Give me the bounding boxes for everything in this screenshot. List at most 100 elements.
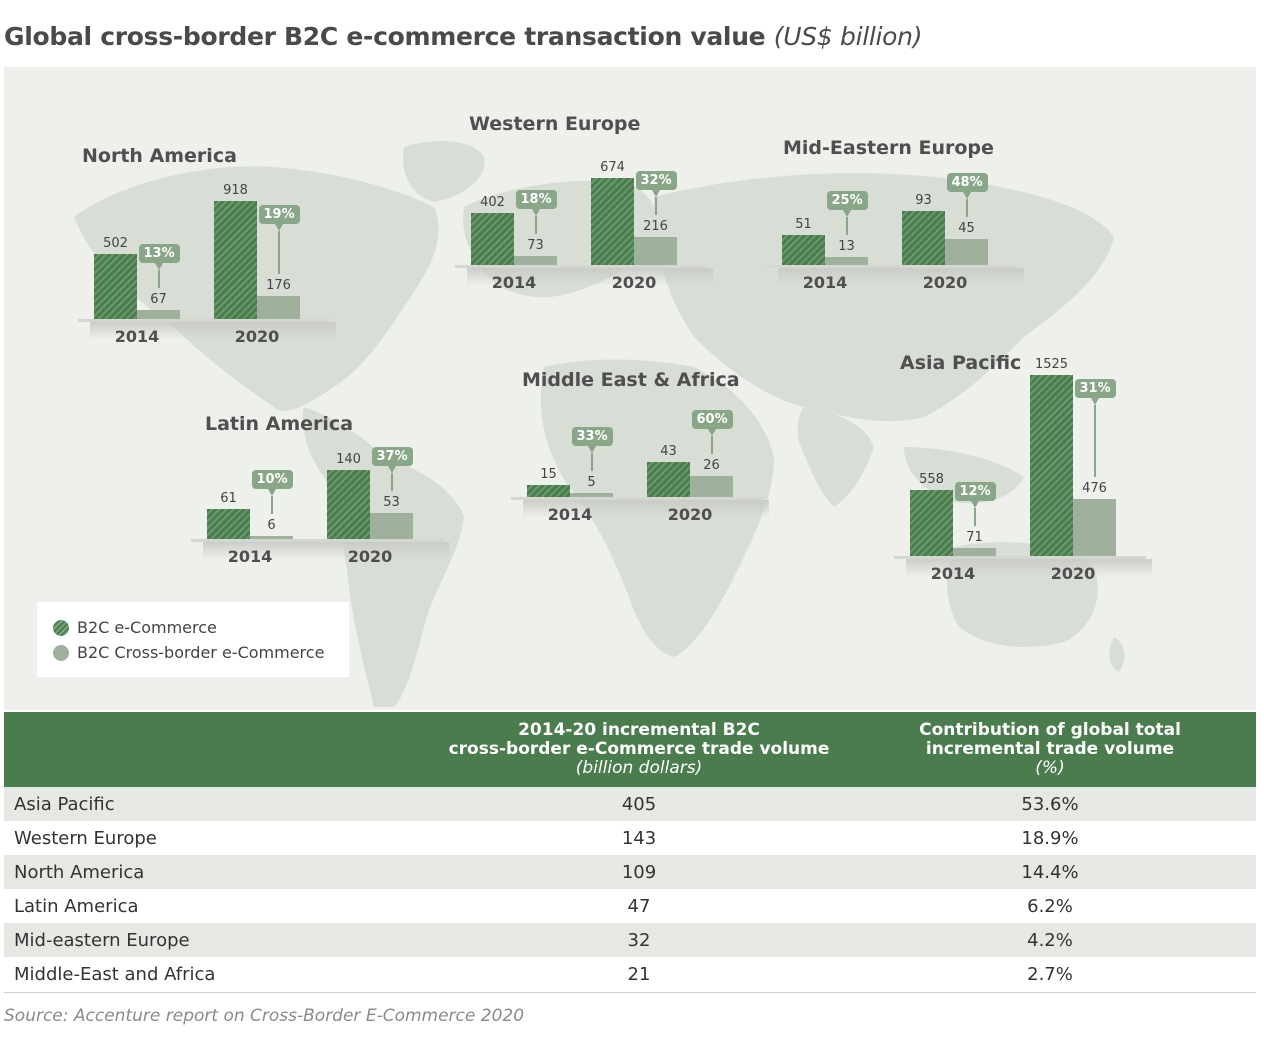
table-cell-volume: 32 (434, 923, 844, 957)
legend-swatch-cross-border (53, 645, 69, 661)
share-badge-stem-mid-eastern-europe-2020 (965, 198, 968, 217)
share-badge-north-america-2014: 13% (138, 244, 180, 271)
map-new-zealand (1109, 637, 1125, 672)
year-label-middle-east-africa-2014: 2014 (547, 505, 593, 524)
region-label-western-europe: Western Europe (469, 113, 641, 135)
year-label-asia-pacific-2020: 2020 (1050, 564, 1096, 583)
value-label-b2c-western-europe-2020: 674 (600, 160, 625, 176)
map-india (797, 407, 874, 507)
value-label-cross-border-mid-eastern-europe-2014: 13 (838, 239, 855, 255)
share-badge-north-america-2020: 19% (258, 205, 300, 232)
shelf-middle-east-africa (511, 497, 763, 500)
legend-label-b2c: B2C e-Commerce (77, 618, 217, 637)
data-table: 2014-20 incremental B2C cross-border e-C… (4, 712, 1256, 991)
value-label-cross-border-asia-pacific-2020: 476 (1082, 481, 1107, 497)
year-label-north-america-2014: 2014 (114, 327, 160, 346)
region-label-asia-pacific: Asia Pacific (900, 352, 1022, 374)
bar-cross-border-asia-pacific-2020 (1073, 499, 1116, 556)
table-cell-region: Middle-East and Africa (4, 957, 434, 991)
shelf-asia-pacific (894, 556, 1146, 559)
year-label-mid-eastern-europe-2020: 2020 (922, 273, 968, 292)
value-label-b2c-mid-eastern-europe-2014: 51 (795, 217, 812, 233)
bar-b2c-north-america-2014 (94, 254, 137, 319)
table-cell-volume: 47 (434, 889, 844, 923)
table-cell-region: Asia Pacific (4, 787, 434, 821)
year-label-middle-east-africa-2020: 2020 (667, 505, 713, 524)
chart-title-text: Global cross-border B2C e-commerce trans… (4, 22, 766, 51)
shelf-latin-america (191, 539, 443, 542)
table-row: North America 109 14.4% (4, 855, 1256, 889)
table-row: Mid-eastern Europe 32 4.2% (4, 923, 1256, 957)
table-cell-volume: 109 (434, 855, 844, 889)
bar-b2c-western-europe-2014 (471, 213, 514, 265)
bar-b2c-western-europe-2020 (591, 178, 634, 265)
legend-swatch-b2c (53, 620, 69, 636)
bar-cross-border-mid-eastern-europe-2014 (825, 257, 868, 265)
map-greenland (403, 141, 485, 202)
table-header-share-unit: (%) (1035, 758, 1065, 778)
bar-cross-border-asia-pacific-2014 (953, 547, 996, 556)
bar-b2c-mid-eastern-europe-2020 (902, 210, 945, 265)
map-panel: North America 502 67 2014 13% 918 176 2020 19% We… (4, 67, 1256, 710)
table-header-share-line2: incremental trade volume (925, 739, 1175, 759)
table-cell-region: Mid-eastern Europe (4, 923, 434, 957)
table-cell-share: 2.7% (844, 957, 1256, 991)
bar-b2c-asia-pacific-2020 (1030, 374, 1073, 556)
value-label-cross-border-latin-america-2014: 6 (267, 518, 276, 534)
incremental-volume-table: 2014-20 incremental B2C cross-border e-C… (4, 712, 1256, 991)
share-badge-mid-eastern-europe-2014: 25% (826, 191, 868, 218)
bar-cross-border-western-europe-2014 (514, 255, 557, 265)
table-cell-share: 53.6% (844, 787, 1256, 821)
shelf-shadow-middle-east-africa (523, 500, 769, 518)
value-label-cross-border-western-europe-2014: 73 (527, 237, 544, 253)
value-label-cross-border-north-america-2014: 67 (150, 292, 167, 308)
value-label-cross-border-western-europe-2020: 216 (643, 219, 668, 235)
share-badge-stem-western-europe-2014 (534, 215, 537, 234)
value-label-b2c-north-america-2014: 502 (103, 236, 128, 252)
legend-item-cross-border: B2C Cross-border e-Commerce (53, 643, 324, 662)
bar-b2c-asia-pacific-2014 (910, 489, 953, 556)
value-label-cross-border-mid-eastern-europe-2020: 45 (958, 220, 975, 236)
share-badge-western-europe-2020: 32% (635, 171, 677, 198)
bar-b2c-middle-east-africa-2020 (647, 462, 690, 497)
share-badge-stem-middle-east-africa-2020 (710, 436, 713, 455)
bar-b2c-latin-america-2020 (327, 469, 370, 539)
bar-cross-border-middle-east-africa-2020 (690, 476, 733, 497)
shelf-mid-eastern-europe (766, 265, 1018, 268)
bar-cross-border-north-america-2020 (257, 296, 300, 319)
value-label-cross-border-middle-east-africa-2014: 5 (587, 474, 596, 490)
value-label-b2c-mid-eastern-europe-2020: 93 (915, 192, 932, 208)
value-label-cross-border-asia-pacific-2014: 71 (966, 529, 983, 545)
bar-cross-border-north-america-2014 (137, 310, 180, 319)
bar-cross-border-middle-east-africa-2014 (570, 492, 613, 497)
legend-item-b2c: B2C e-Commerce (53, 618, 217, 637)
bar-b2c-latin-america-2014 (207, 508, 250, 539)
chart-title: Global cross-border B2C e-commerce trans… (4, 22, 922, 51)
table-row: Asia Pacific 405 53.6% (4, 787, 1256, 821)
bar-cross-border-mid-eastern-europe-2020 (945, 238, 988, 265)
share-badge-stem-north-america-2014 (157, 270, 160, 289)
table-header-volume-unit: (billion dollars) (575, 758, 703, 778)
year-label-mid-eastern-europe-2014: 2014 (802, 273, 848, 292)
value-label-b2c-north-america-2020: 918 (223, 183, 248, 199)
table-cell-volume: 21 (434, 957, 844, 991)
share-badge-latin-america-2014: 10% (251, 470, 293, 497)
shelf-north-america (78, 319, 330, 322)
table-header-share: Contribution of global total incremental… (844, 712, 1256, 787)
year-label-north-america-2020: 2020 (234, 327, 280, 346)
year-label-latin-america-2020: 2020 (347, 547, 393, 566)
table-header-volume-line2: cross-border e-Commerce trade volume (448, 739, 830, 759)
table-cell-share: 6.2% (844, 889, 1256, 923)
share-badge-mid-eastern-europe-2020: 48% (946, 172, 988, 199)
share-badge-western-europe-2014: 18% (515, 189, 557, 216)
table-cell-share: 18.9% (844, 821, 1256, 855)
share-badge-stem-latin-america-2014 (270, 496, 273, 515)
bar-cross-border-latin-america-2014 (250, 536, 293, 539)
share-badge-stem-asia-pacific-2014 (973, 507, 976, 526)
share-badge-latin-america-2020: 37% (371, 446, 413, 473)
region-label-north-america: North America (82, 145, 237, 167)
shelf-shadow-mid-eastern-europe (778, 268, 1024, 286)
region-label-middle-east-africa: Middle East & Africa (522, 369, 740, 391)
value-label-cross-border-middle-east-africa-2020: 26 (703, 458, 720, 474)
year-label-western-europe-2020: 2020 (611, 273, 657, 292)
